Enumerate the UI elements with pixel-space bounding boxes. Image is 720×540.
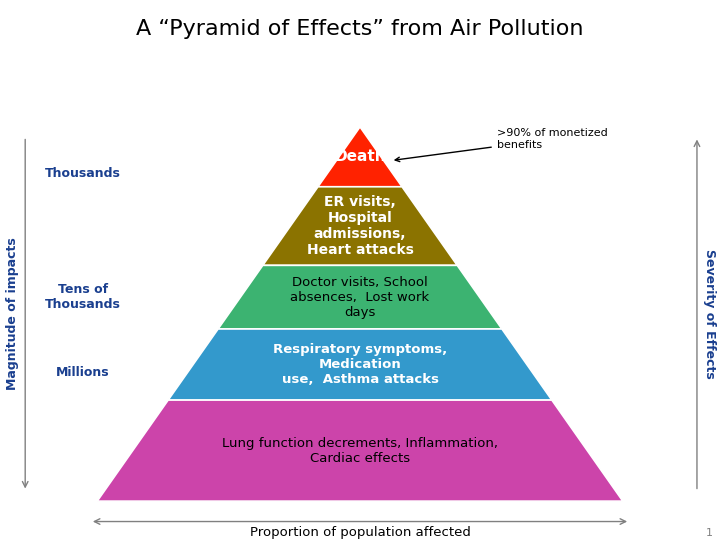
Text: Tens of
Thousands: Tens of Thousands [45, 283, 121, 311]
Text: Proportion of population affected: Proportion of population affected [250, 526, 470, 539]
Polygon shape [218, 265, 502, 329]
Text: Magnitude of impacts: Magnitude of impacts [6, 238, 19, 390]
Polygon shape [263, 187, 457, 265]
Text: Death: Death [334, 150, 386, 164]
Text: Respiratory symptoms,
Medication
use,  Asthma attacks: Respiratory symptoms, Medication use, As… [273, 343, 447, 386]
Text: Severity of Effects: Severity of Effects [703, 249, 716, 379]
Polygon shape [318, 127, 402, 187]
Polygon shape [97, 400, 623, 501]
Text: 1: 1 [706, 528, 713, 538]
Text: Lung function decrements, Inflammation,
Cardiac effects: Lung function decrements, Inflammation, … [222, 437, 498, 464]
Text: A “Pyramid of Effects” from Air Pollution: A “Pyramid of Effects” from Air Pollutio… [136, 19, 584, 39]
Polygon shape [168, 329, 552, 400]
Text: ER visits,
Hospital
admissions,
Heart attacks: ER visits, Hospital admissions, Heart at… [307, 195, 413, 258]
Text: Thousands: Thousands [45, 167, 121, 180]
Text: >90% of monetized
benefits: >90% of monetized benefits [395, 128, 608, 161]
Text: Doctor visits, School
absences,  Lost work
days: Doctor visits, School absences, Lost wor… [290, 276, 430, 319]
Text: Millions: Millions [56, 366, 109, 379]
